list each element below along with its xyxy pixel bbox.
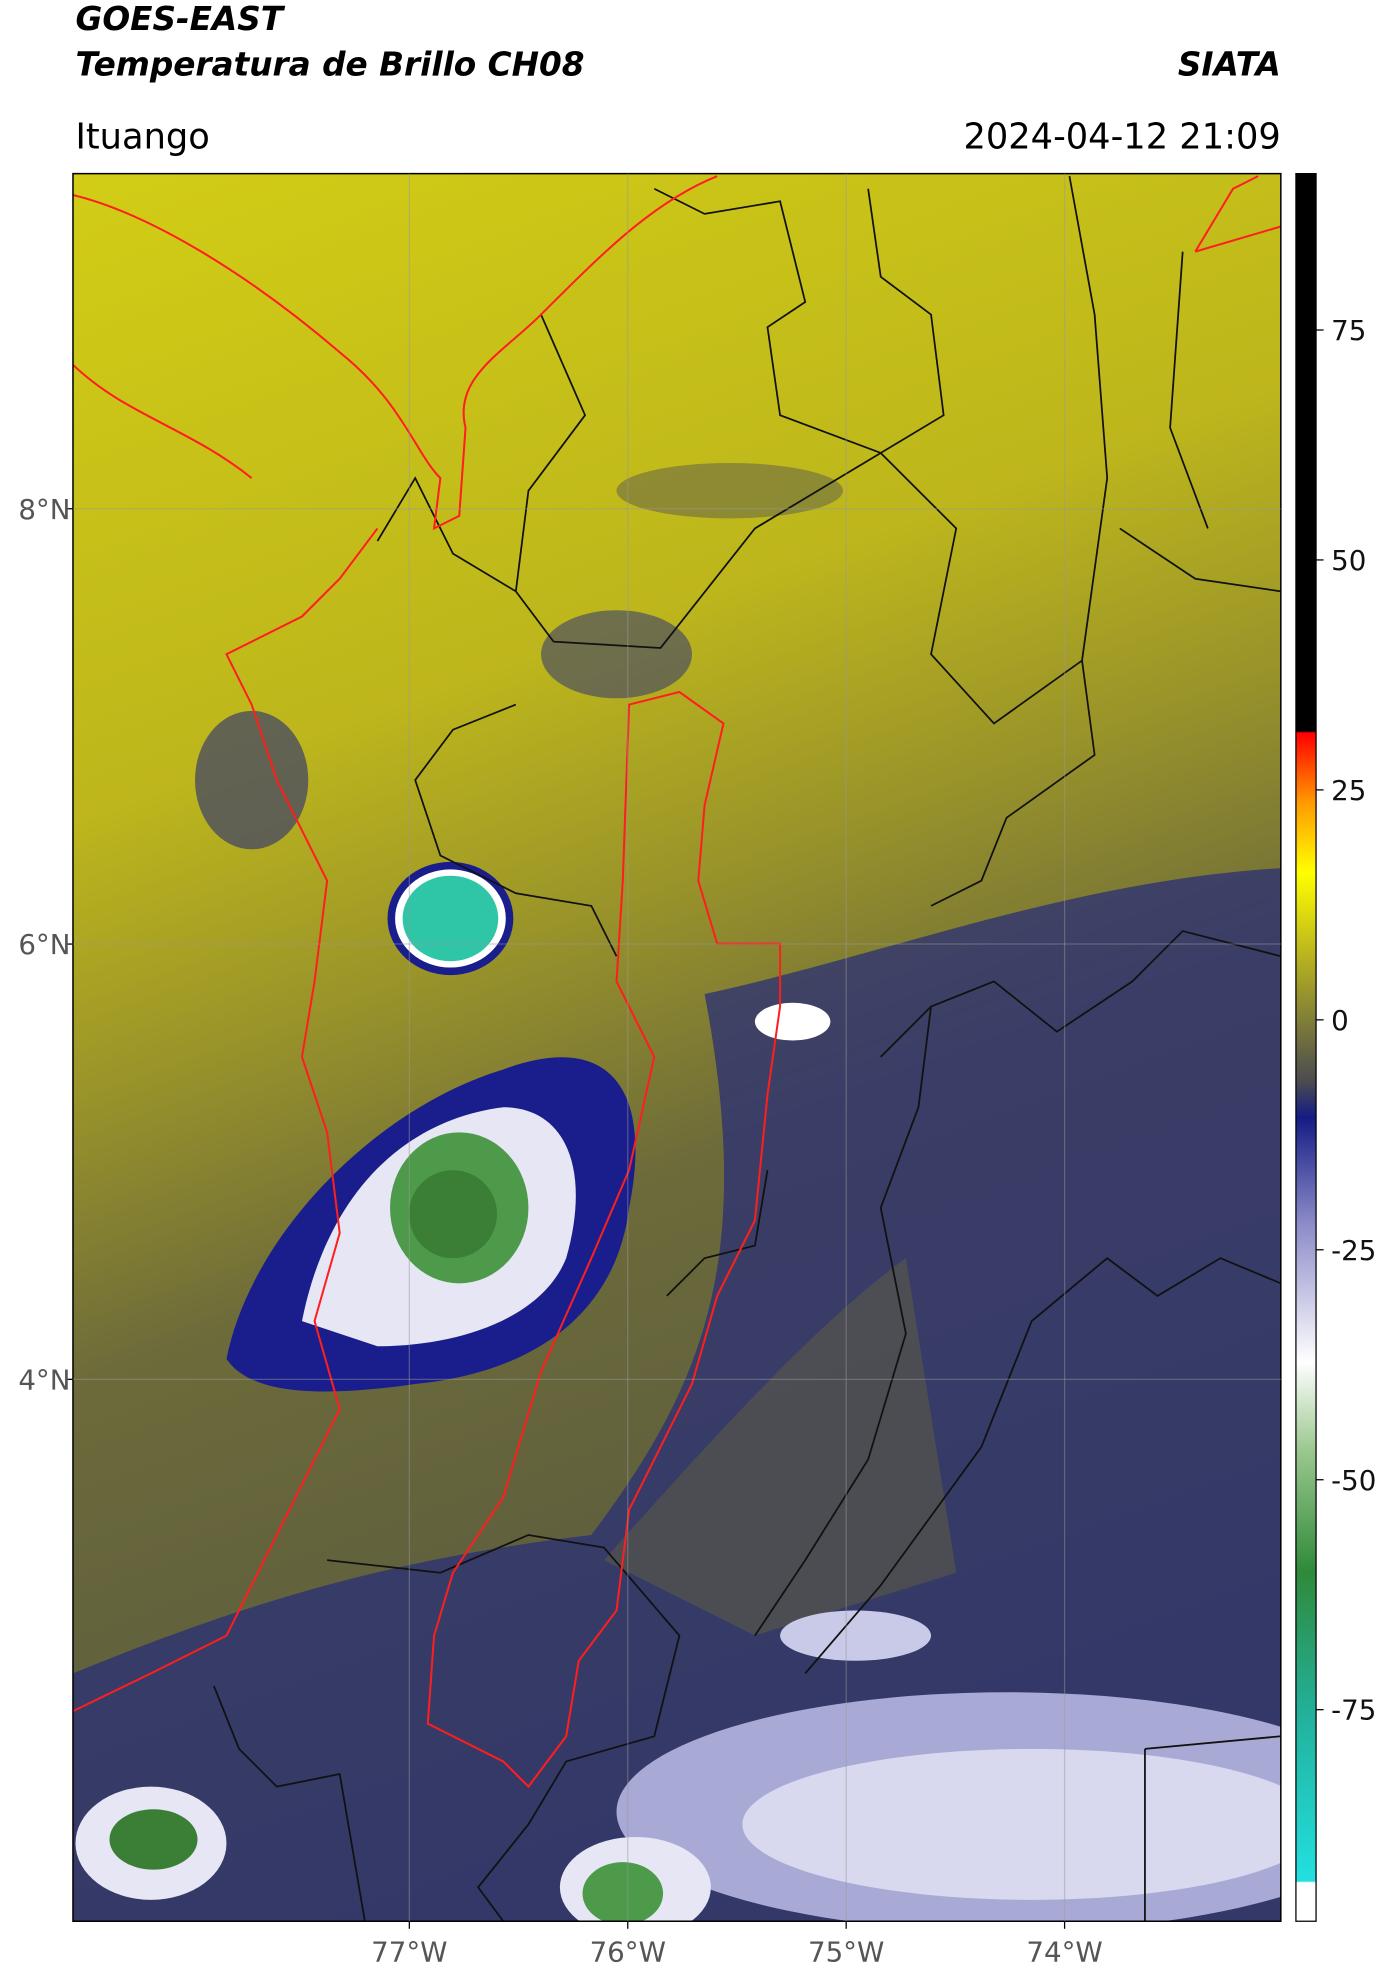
x-tick-label: 75°W [808, 1935, 884, 1968]
brand: SIATA [1178, 45, 1281, 83]
x-tick-label: 76°W [590, 1935, 666, 1968]
colorbar-tick-label: 50 [1331, 544, 1366, 577]
y-tick-label: 8°N [18, 493, 70, 526]
colorbar-tick-label: -75 [1331, 1694, 1376, 1727]
x-tick-label: 77°W [371, 1935, 447, 1968]
colorbar [1295, 172, 1317, 1922]
subtitle: Temperatura de Brillo CH08 [75, 45, 584, 83]
region: Ituango [75, 116, 209, 157]
colorbar-tick-label: -25 [1331, 1234, 1376, 1267]
y-tick-label: 4°N [18, 1363, 70, 1396]
title: GOES-EAST [75, 0, 285, 38]
colorbar-tick-label: 0 [1331, 1004, 1349, 1037]
y-tick-label: 6°N [18, 928, 70, 961]
colorbar-tick-label: -50 [1331, 1464, 1376, 1497]
map-image [72, 173, 1281, 1922]
map-frame [72, 172, 1282, 1922]
timestamp: 2024-04-12 21:09 [963, 116, 1280, 157]
x-tick-label: 74°W [1026, 1935, 1102, 1968]
colorbar-tick-label: 75 [1331, 314, 1366, 347]
colorbar-tick-label: 25 [1331, 774, 1366, 807]
